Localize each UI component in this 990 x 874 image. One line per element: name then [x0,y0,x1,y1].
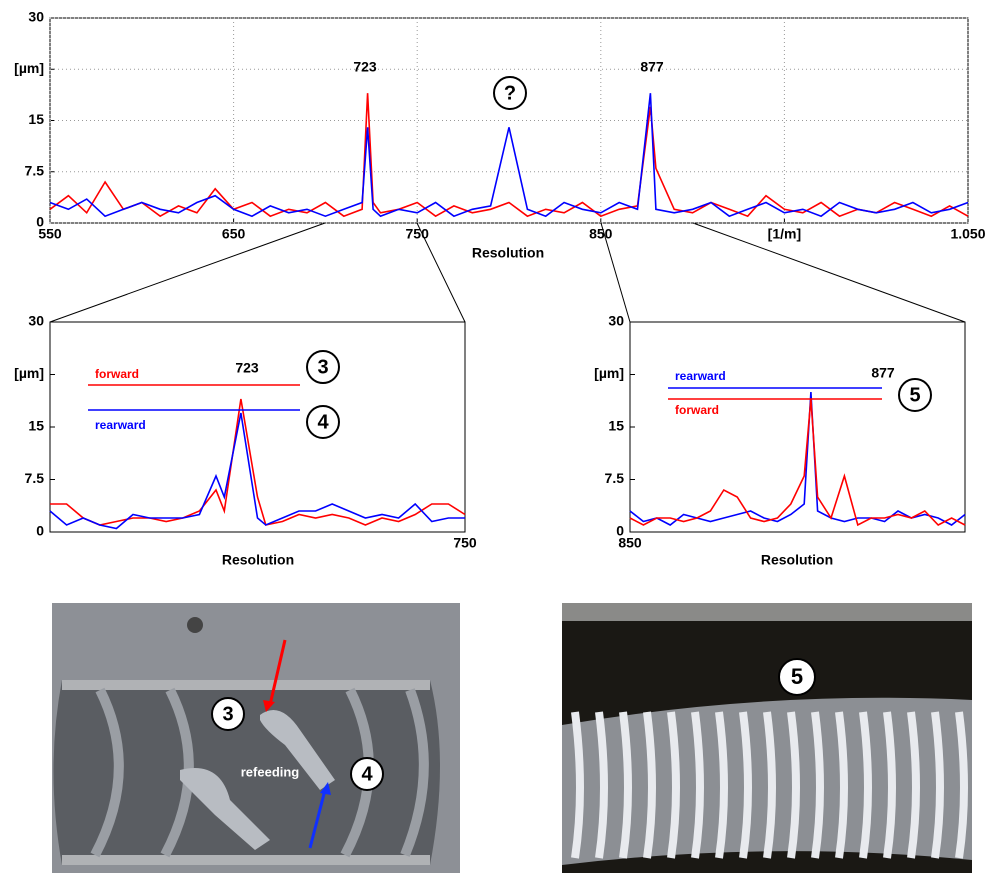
legend-label: rearward [95,418,146,432]
annotation: 877 [640,59,664,75]
series-line [50,93,968,216]
annotation: 877 [871,365,895,381]
y-tick-label: 7.5 [25,470,45,486]
photo-label: 3 [222,703,233,725]
legend-label: rearward [675,369,726,383]
y-tick-label: 30 [28,313,44,329]
y-tick-label: 15 [608,418,624,434]
annotation: ? [504,82,516,104]
plot-area [630,322,965,532]
photo-label: refeeding [241,764,300,779]
x-tick-label: 1.050 [950,226,985,242]
legend-label: forward [675,403,719,417]
photo-screw: 5 [562,603,972,873]
x-tick-label: 850 [618,535,642,551]
series-line [630,399,965,525]
photo-label: 4 [361,763,373,785]
zoom-connectors [50,223,965,322]
x-tick-label: 850 [589,226,613,242]
y-tick-label: [µm] [14,365,44,381]
y-tick-label: [µm] [594,365,624,381]
x-axis-label: Resolution [222,552,294,568]
x-tick-label: [1/m] [768,226,801,242]
figure: 3 4 refeeding 5 0 7.5 15 [µm] 30 550 650 750 850… [0,0,990,874]
legend-label: forward [95,367,139,381]
annotation: 5 [909,384,920,406]
y-tick-label: [µm] [14,60,44,76]
series-line [50,93,968,216]
photo-label: 5 [791,664,803,689]
y-tick-label: 7.5 [605,470,625,486]
y-tick-label: 30 [28,9,44,25]
x-tick-label: 650 [222,226,246,242]
annotation: 3 [317,356,328,378]
x-tick-label: 750 [453,535,477,551]
annotation: 723 [353,59,377,75]
x-tick-label: 750 [406,226,430,242]
x-axis-label: Resolution [761,552,833,568]
photo-nut: 3 4 refeeding [52,603,460,873]
y-tick-label: 15 [28,418,44,434]
y-tick-label: 30 [608,313,624,329]
annotation: 4 [317,411,329,433]
annotation: 723 [235,360,259,376]
y-tick-label: 7.5 [25,162,45,178]
y-tick-label: 15 [28,111,44,127]
y-tick-label: 0 [36,523,44,539]
x-tick-label: 550 [38,226,62,242]
x-axis-label: Resolution [472,245,544,261]
